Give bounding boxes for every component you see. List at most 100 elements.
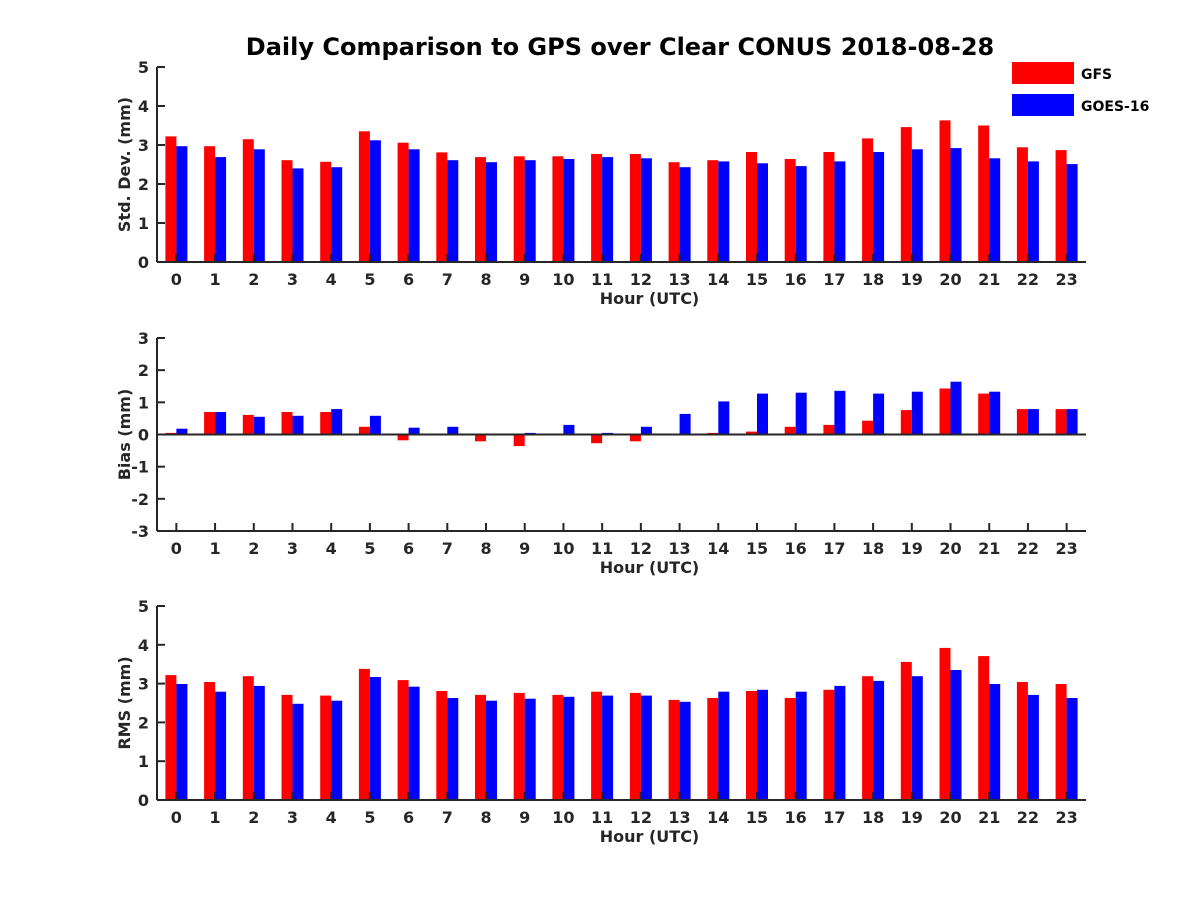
x-tick-label: 17 [823, 270, 845, 289]
bar-goes-16-hour-15 [757, 393, 768, 435]
bar-goes-16-hour-20 [950, 670, 962, 800]
x-axis-label: Hour (UTC) [600, 827, 700, 846]
bar-goes-16-hour-22 [1027, 161, 1039, 262]
x-tick-label: 16 [785, 270, 807, 289]
x-tick-label: 2 [248, 539, 259, 558]
x-tick-label: 8 [480, 539, 491, 558]
bar-goes-16-hour-21 [989, 684, 1001, 800]
bar-goes-16-hour-7 [447, 698, 459, 800]
bar-gfs-hour-4 [320, 695, 332, 800]
bar-gfs-hour-23 [1055, 409, 1067, 435]
x-tick-label: 2 [248, 270, 259, 289]
bar-goes-16-hour-18 [873, 393, 885, 435]
bar-gfs-hour-9 [513, 434, 525, 447]
bar-goes-16-hour-23 [1066, 698, 1078, 800]
y-axis-label: Std. Dev. (mm) [115, 97, 134, 232]
bar-gfs-hour-11 [591, 434, 603, 444]
bar-gfs-hour-6 [397, 680, 409, 800]
bar-goes-16-hour-9 [524, 160, 536, 262]
bar-gfs-hour-3 [281, 694, 293, 800]
bar-gfs-hour-19 [900, 661, 912, 800]
x-tick-label: 0 [171, 539, 182, 558]
bar-gfs-hour-1 [204, 682, 216, 800]
x-tick-label: 23 [1056, 270, 1078, 289]
x-tick-label: 13 [668, 808, 690, 827]
y-tick-label: 1 [138, 393, 149, 412]
bar-gfs-hour-8 [475, 434, 486, 442]
x-tick-label: 9 [519, 270, 530, 289]
x-tick-label: 8 [480, 808, 491, 827]
bar-gfs-hour-6 [397, 142, 409, 262]
bar-goes-16-hour-10 [563, 696, 575, 800]
y-tick-label: -1 [131, 458, 149, 477]
bar-gfs-hour-21 [978, 393, 990, 435]
bar-gfs-hour-23 [1055, 684, 1067, 800]
bar-goes-16-hour-4 [331, 700, 343, 800]
x-tick-label: 20 [939, 270, 961, 289]
bar-gfs-hour-8 [475, 157, 486, 262]
x-tick-label: 22 [1017, 808, 1039, 827]
bar-gfs-hour-15 [746, 152, 757, 262]
x-tick-label: 3 [287, 808, 298, 827]
bar-gfs-hour-20 [939, 388, 951, 435]
x-tick-label: 15 [746, 539, 768, 558]
bar-goes-16-hour-6 [408, 427, 420, 435]
bar-gfs-hour-11 [591, 154, 603, 262]
bar-goes-16-hour-5 [369, 677, 381, 800]
legend-swatch-goes-16 [1012, 94, 1074, 116]
bar-gfs-hour-13 [668, 699, 680, 800]
bar-goes-16-hour-15 [757, 163, 768, 262]
bar-gfs-hour-5 [358, 426, 370, 435]
bar-gfs-hour-17 [823, 424, 835, 435]
bar-goes-16-hour-15 [757, 689, 768, 800]
y-tick-label: 4 [138, 636, 149, 655]
bar-goes-16-hour-16 [795, 166, 807, 262]
bar-goes-16-hour-22 [1027, 694, 1039, 800]
bar-gfs-hour-22 [1016, 147, 1028, 262]
bar-gfs-hour-23 [1055, 150, 1067, 262]
x-tick-label: 6 [403, 270, 414, 289]
y-tick-label: 1 [138, 214, 149, 233]
bar-goes-16-hour-18 [873, 152, 885, 262]
y-tick-label: 5 [138, 58, 149, 77]
bar-gfs-hour-20 [939, 120, 951, 263]
bar-gfs-hour-21 [978, 656, 990, 800]
bar-gfs-hour-0 [165, 136, 177, 262]
x-tick-label: 19 [901, 270, 923, 289]
bar-gfs-hour-9 [513, 156, 525, 262]
y-axis-label: Bias (mm) [115, 389, 134, 481]
x-tick-label: 23 [1056, 539, 1078, 558]
bar-gfs-hour-19 [900, 410, 912, 435]
bar-goes-16-hour-12 [640, 426, 652, 435]
bar-goes-16-hour-3 [292, 703, 304, 800]
bar-gfs-hour-2 [242, 414, 254, 435]
bar-goes-16-hour-3 [292, 168, 304, 262]
x-tick-label: 13 [668, 270, 690, 289]
x-axis-label: Hour (UTC) [600, 289, 700, 308]
bar-gfs-hour-18 [862, 138, 874, 262]
bar-goes-16-hour-21 [989, 391, 1001, 435]
bar-gfs-hour-2 [242, 676, 254, 800]
bar-gfs-hour-4 [320, 412, 332, 435]
bar-gfs-hour-12 [629, 154, 641, 262]
legend-label: GOES-16 [1081, 99, 1149, 115]
x-tick-label: 9 [519, 539, 530, 558]
bar-goes-16-hour-13 [679, 167, 691, 262]
x-tick-label: 20 [939, 808, 961, 827]
y-tick-label: -3 [131, 522, 149, 541]
y-tick-label: 2 [138, 175, 149, 194]
chart-title: Daily Comparison to GPS over Clear CONUS… [246, 33, 994, 61]
bar-goes-16-hour-1 [215, 157, 227, 262]
bar-gfs-hour-10 [552, 694, 564, 800]
bar-gfs-hour-16 [784, 426, 796, 435]
bar-gfs-hour-22 [1016, 409, 1028, 435]
bar-goes-16-hour-16 [795, 392, 807, 435]
bar-goes-16-hour-7 [447, 426, 459, 435]
bar-goes-16-hour-21 [989, 158, 1001, 262]
bar-gfs-hour-1 [204, 146, 216, 262]
y-tick-label: 5 [138, 597, 149, 616]
bar-goes-16-hour-4 [331, 167, 343, 262]
x-tick-label: 20 [939, 539, 961, 558]
y-tick-label: 2 [138, 361, 149, 380]
